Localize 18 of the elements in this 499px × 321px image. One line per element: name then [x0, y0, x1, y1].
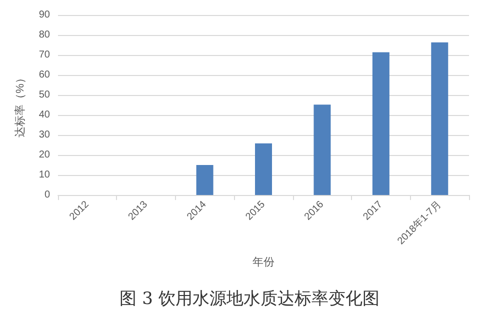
bar: [314, 104, 331, 195]
y-tick-label: 0: [44, 190, 50, 200]
y-tick-label: 20: [38, 150, 50, 160]
bar: [255, 143, 272, 195]
bar: [372, 52, 390, 195]
y-tick-label: 80: [38, 30, 50, 40]
y-axis-title: 达标率（%）: [14, 72, 26, 138]
y-tick-label: 60: [38, 70, 50, 80]
bar: [196, 165, 214, 195]
y-tick-label: 70: [38, 50, 50, 60]
bar: [431, 42, 448, 195]
y-tick-label: 10: [38, 170, 50, 180]
y-tick-label: 40: [38, 110, 50, 120]
y-tick-label: 30: [38, 130, 50, 140]
y-tick-label: 50: [38, 90, 50, 100]
y-tick-label: 90: [38, 10, 50, 20]
x-axis-title: 年份: [252, 256, 274, 268]
caption: 图 3 饮用水源地水质达标率变化图: [118, 288, 380, 310]
